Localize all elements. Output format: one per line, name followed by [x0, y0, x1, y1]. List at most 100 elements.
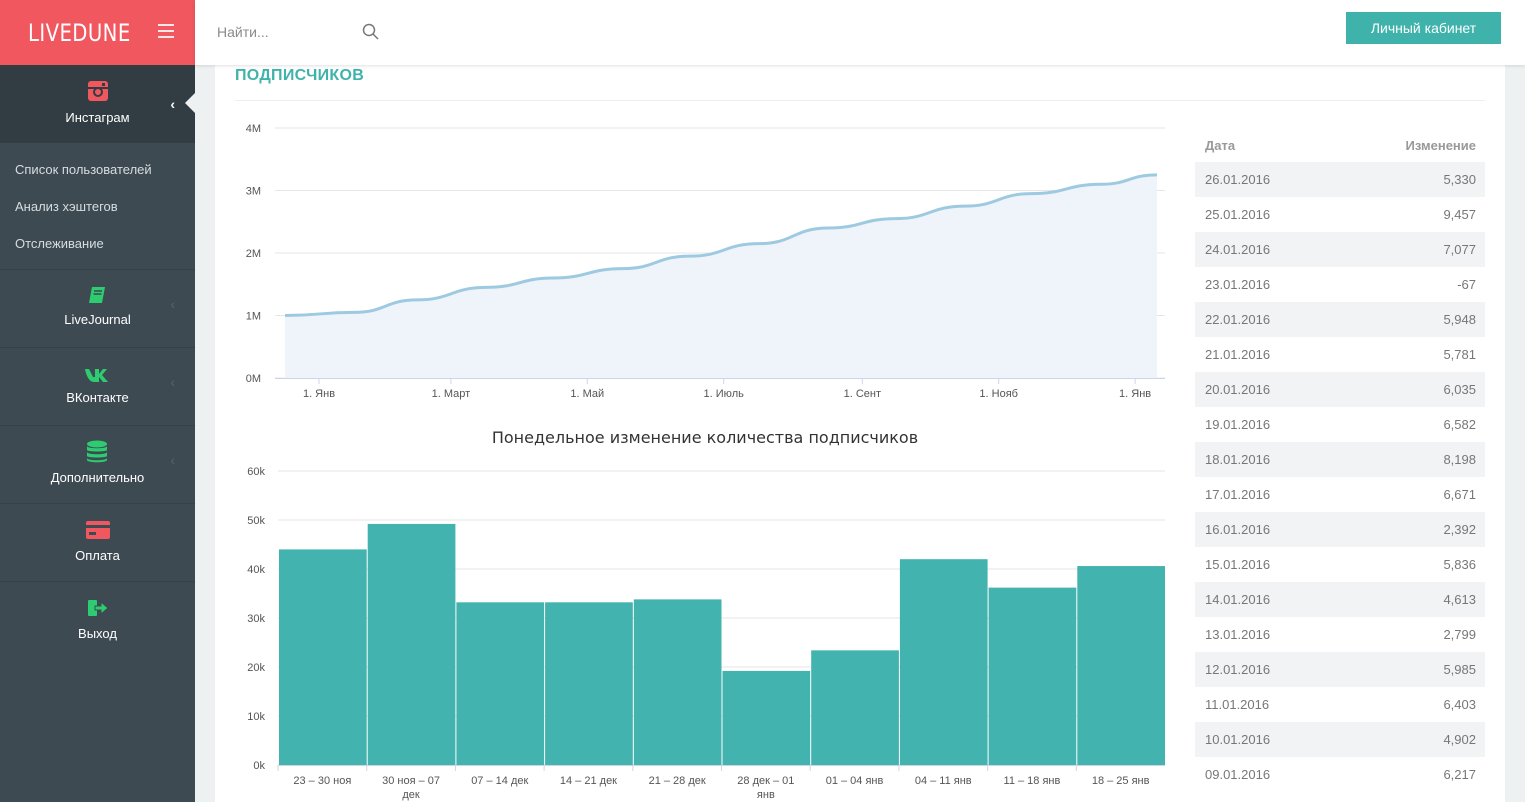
cell-date: 17.01.2016	[1205, 487, 1271, 502]
x-tick-label: 07 – 14 дек	[471, 775, 528, 787]
x-tick-label: 11 – 18 янв	[1004, 775, 1061, 787]
sidebar-item-payment[interactable]: Оплата	[0, 504, 195, 582]
y-tick-label: 1M	[246, 311, 261, 323]
sidebar-item-vkontakte[interactable]: ВКонтакте ‹	[0, 348, 195, 426]
x-tick-label: 30 ноя – 07 дек	[382, 775, 440, 801]
table-row: 10.01.2016 4,902	[1195, 722, 1485, 757]
table-body: 26.01.2016 5,330 25.01.2016 9,457 24.01.2016…	[1195, 162, 1485, 792]
y-tick-label: 0M	[246, 373, 261, 385]
column-header-date[interactable]: Дата	[1205, 138, 1236, 153]
y-tick-label: 60k	[247, 466, 265, 478]
y-tick-label: 40k	[247, 564, 265, 576]
submenu-tracking[interactable]: Отслеживание	[15, 236, 104, 251]
x-tick-label: 1. Янв	[303, 388, 335, 400]
cell-change: 5,781	[1443, 347, 1476, 362]
search-icon[interactable]	[362, 23, 380, 41]
cell-date: 19.01.2016	[1205, 417, 1271, 432]
chart-title: Понедельное изменение количества подписч…	[492, 428, 918, 447]
y-tick-label: 0k	[253, 760, 265, 772]
charts-area: 0M 1M 2M 3M 4M 1. Янв 1. Март 1. Май 1. Июль 1. С…	[246, 123, 1165, 801]
cell-date: 10.01.2016	[1205, 732, 1271, 747]
chevron-left-icon: ‹	[170, 296, 175, 312]
table-row: 21.01.2016 5,781	[1195, 337, 1485, 372]
sidebar-item-livejournal[interactable]: LiveJournal ‹	[0, 270, 195, 348]
cell-change: 6,403	[1443, 697, 1476, 712]
cell-date: 09.01.2016	[1205, 767, 1271, 782]
x-tick-label: 04 – 11 янв	[915, 775, 972, 787]
sidebar-item-instagram[interactable]: Инстаграм ‹	[0, 65, 195, 143]
series-line	[284, 173, 1158, 317]
bar	[279, 549, 367, 765]
submenu-hashtag-analysis[interactable]: Анализ хэштегов	[15, 199, 118, 214]
cell-date: 11.01.2016	[1205, 697, 1270, 712]
x-tick-label: 1. Янв	[1119, 388, 1151, 400]
cell-change: 6,671	[1443, 487, 1476, 502]
cell-date: 18.01.2016	[1205, 452, 1271, 467]
x-tick-label: 01 – 04 янв	[826, 775, 884, 787]
bar	[456, 602, 545, 765]
sidebar-item-label: Выход	[78, 626, 117, 641]
table-row: 14.01.2016 4,613	[1195, 582, 1485, 617]
cell-change: 6,217	[1443, 767, 1476, 782]
y-tick-label: 3M	[246, 186, 261, 198]
bar	[545, 602, 633, 765]
table-row: 17.01.2016 6,671	[1195, 477, 1485, 512]
bar	[811, 650, 899, 765]
x-tick-label: 21 – 28 дек	[649, 775, 706, 787]
instagram-icon	[88, 81, 108, 101]
x-tick-label: 23 – 30 ноя	[293, 775, 351, 787]
x-tick-label: 1. Сент	[844, 388, 881, 400]
y-tick-label: 50k	[247, 515, 265, 527]
sidebar: LIVEDUNE Инстаграм ‹ Список пользователе…	[0, 0, 195, 802]
cell-date: 25.01.2016	[1205, 207, 1271, 222]
y-tick-label: 30k	[247, 613, 265, 625]
divider	[235, 100, 1485, 101]
x-tick-label: 28 дек – 01 янв	[737, 775, 794, 801]
column-header-change[interactable]: Изменение	[1405, 138, 1476, 153]
bar	[899, 559, 988, 765]
sidebar-item-label: ВКонтакте	[66, 390, 129, 405]
table-row: 11.01.2016 6,403	[1195, 687, 1485, 722]
bar	[367, 523, 456, 765]
sidebar-item-label: Оплата	[75, 548, 120, 563]
x-tick-label: 1. Июль	[704, 388, 745, 400]
table-row: 20.01.2016 6,035	[1195, 372, 1485, 407]
bar	[633, 599, 722, 765]
bar	[988, 587, 1077, 765]
logo[interactable]: LIVEDUNE	[28, 19, 131, 47]
top-bar: Личный кабинет	[195, 0, 1525, 65]
table-row: 25.01.2016 9,457	[1195, 197, 1485, 232]
table-row: 26.01.2016 5,330	[1195, 162, 1485, 197]
y-tick-label: 20k	[247, 662, 265, 674]
sidebar-item-label: LiveJournal	[64, 312, 131, 327]
x-tick-label: 1. Май	[570, 388, 604, 400]
submenu-user-list[interactable]: Список пользователей	[15, 162, 152, 177]
cell-change: 7,077	[1443, 242, 1476, 257]
sidebar-item-label: Дополнительно	[50, 470, 145, 485]
cell-change: 5,330	[1443, 172, 1476, 187]
cell-change: 6,035	[1443, 382, 1476, 397]
sidebar-item-additional[interactable]: Дополнительно ‹	[0, 426, 195, 504]
personal-cabinet-button[interactable]: Личный кабинет	[1346, 12, 1501, 44]
search-input[interactable]	[217, 20, 347, 44]
cell-change: 5,985	[1443, 662, 1476, 677]
menu-toggle-icon[interactable]	[158, 24, 174, 38]
cell-date: 16.01.2016	[1205, 522, 1271, 537]
main-card: ПОДПИСЧИКОВ 0M 1M 2M 3M 4M 1. Янв 1. Март 1. Ма…	[215, 65, 1505, 802]
chevron-left-icon: ‹	[170, 374, 175, 390]
cell-date: 14.01.2016	[1205, 592, 1271, 607]
y-tick-label: 10k	[247, 711, 265, 723]
logo-bar: LIVEDUNE	[0, 0, 195, 65]
cell-change: 6,582	[1443, 417, 1476, 432]
table-row: 12.01.2016 5,985	[1195, 652, 1485, 687]
vk-icon	[85, 369, 108, 382]
table-row: 19.01.2016 6,582	[1195, 407, 1485, 442]
cell-date: 20.01.2016	[1205, 382, 1271, 397]
cell-change: -67	[1457, 277, 1476, 292]
changes-table: Дата Изменение 26.01.2016 5,330 25.01.2016…	[1195, 127, 1485, 792]
sidebar-item-logout[interactable]: Выход	[0, 582, 195, 660]
cell-change: 5,948	[1443, 312, 1476, 327]
table-row: 16.01.2016 2,392	[1195, 512, 1485, 547]
sidebar-submenu: Список пользователей Анализ хэштегов Отс…	[0, 143, 195, 270]
credit-card-icon	[86, 521, 110, 539]
